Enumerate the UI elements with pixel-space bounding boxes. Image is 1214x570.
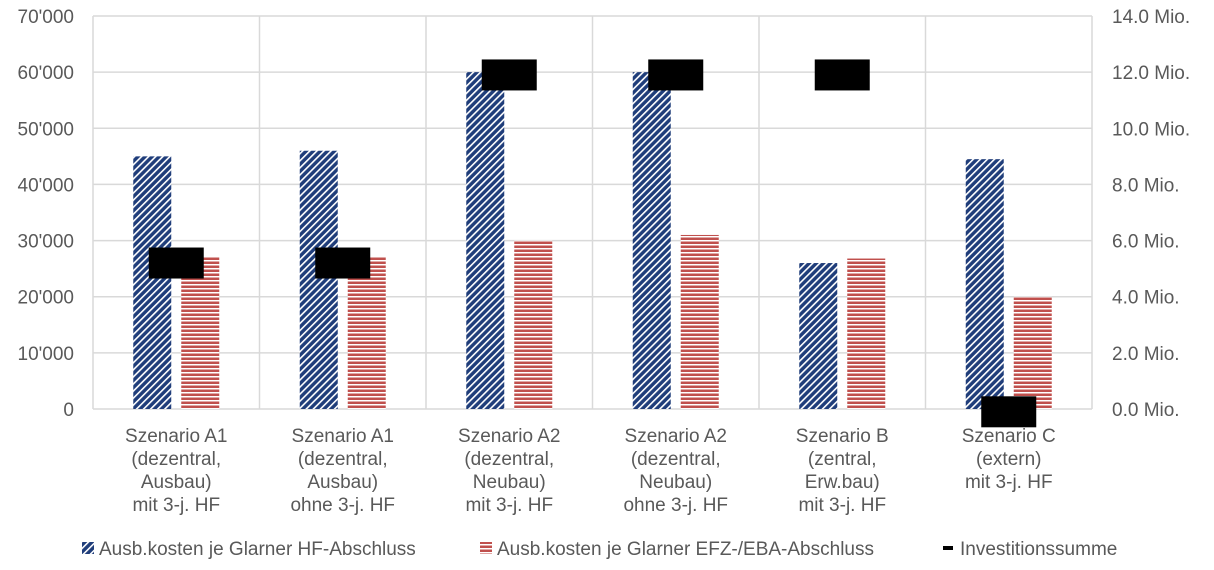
bar-hf [133, 156, 172, 409]
bar-efz [1013, 296, 1052, 409]
category-label: Neubau) [473, 472, 546, 493]
right-tick-label: 4.0 Mio. [1112, 288, 1180, 309]
category-label: Szenario C [962, 426, 1056, 447]
category-label: (zentral, [808, 449, 877, 470]
bar-efz [347, 257, 386, 409]
investment-marker [148, 247, 204, 279]
category-label: (extern) [976, 449, 1041, 470]
legend-swatch-investment [943, 546, 953, 550]
bar-hf [632, 72, 671, 410]
left-tick-label: 60'000 [18, 63, 74, 84]
bar-hf [965, 159, 1004, 409]
category-label: Szenario A2 [458, 426, 560, 447]
category-label: Erw.bau) [805, 472, 880, 493]
category-label: Ausbau) [307, 472, 378, 493]
investment-marker [315, 247, 371, 279]
left-tick-label: 70'000 [18, 7, 74, 28]
category-label: mit 3-j. HF [965, 472, 1053, 493]
right-axis-ticks: 0.0 Mio. 2.0 Mio. 4.0 Mio. 6.0 Mio. 8.0 Mio.… [1112, 7, 1190, 421]
bar-efz [514, 240, 553, 409]
gridlines [92, 15, 1093, 410]
right-tick-label: 14.0 Mio. [1112, 7, 1190, 28]
right-tick-label: 12.0 Mio. [1112, 63, 1190, 84]
left-axis-ticks: 0 10'000 20'000 30'000 40'000 50'000 60'000 70'… [18, 7, 74, 421]
right-tick-label: 2.0 Mio. [1112, 344, 1180, 365]
category-label: ohne 3-j. HF [623, 495, 728, 516]
category-label: (dezentral, [631, 449, 721, 470]
investment-markers [148, 59, 1037, 428]
category-label: Szenario A1 [292, 426, 394, 447]
bar-hf [799, 263, 838, 409]
category-label: Neubau) [639, 472, 712, 493]
bar-hf [299, 150, 338, 409]
category-label: mit 3-j. HF [465, 495, 553, 516]
left-tick-label: 30'000 [18, 232, 74, 253]
investment-marker [648, 59, 704, 91]
bars [133, 72, 1052, 410]
right-tick-label: 10.0 Mio. [1112, 119, 1190, 140]
left-tick-label: 0 [63, 400, 74, 421]
legend-label: Ausb.kosten je Glarner EFZ-/EBA-Abschlus… [497, 539, 874, 560]
legend-label: Investitionssumme [960, 539, 1117, 560]
left-tick-label: 20'000 [18, 288, 74, 309]
investment-marker [981, 396, 1037, 428]
category-label: (dezentral, [131, 449, 221, 470]
investment-marker [481, 59, 537, 91]
category-label: mit 3-j. HF [798, 495, 886, 516]
category-label: (dezentral, [464, 449, 554, 470]
legend-label: Ausb.kosten je Glarner HF-Abschluss [99, 539, 416, 560]
left-tick-label: 40'000 [18, 175, 74, 196]
left-tick-label: 10'000 [18, 344, 74, 365]
right-tick-label: 6.0 Mio. [1112, 232, 1180, 253]
category-label: Szenario A2 [625, 426, 727, 447]
legend-swatch-efz [480, 542, 492, 554]
bar-efz [680, 234, 719, 409]
right-tick-label: 8.0 Mio. [1112, 175, 1180, 196]
bar-hf [466, 72, 505, 410]
bar-efz [847, 258, 886, 409]
category-label: Szenario A1 [125, 426, 227, 447]
left-tick-label: 50'000 [18, 119, 74, 140]
right-tick-label: 0.0 Mio. [1112, 400, 1180, 421]
bar-efz [181, 257, 220, 409]
category-label: mit 3-j. HF [132, 495, 220, 516]
category-label: (dezentral, [298, 449, 388, 470]
investment-marker [814, 59, 870, 91]
category-labels: Szenario A1(dezentral,Ausbau)mit 3-j. HF… [125, 426, 1056, 516]
category-label: ohne 3-j. HF [290, 495, 395, 516]
legend-swatch-hf [82, 542, 94, 554]
legend: Ausb.kosten je Glarner HF-Abschluss Ausb.… [82, 539, 1117, 560]
category-label: Ausbau) [141, 472, 212, 493]
category-label: Szenario B [796, 426, 889, 447]
